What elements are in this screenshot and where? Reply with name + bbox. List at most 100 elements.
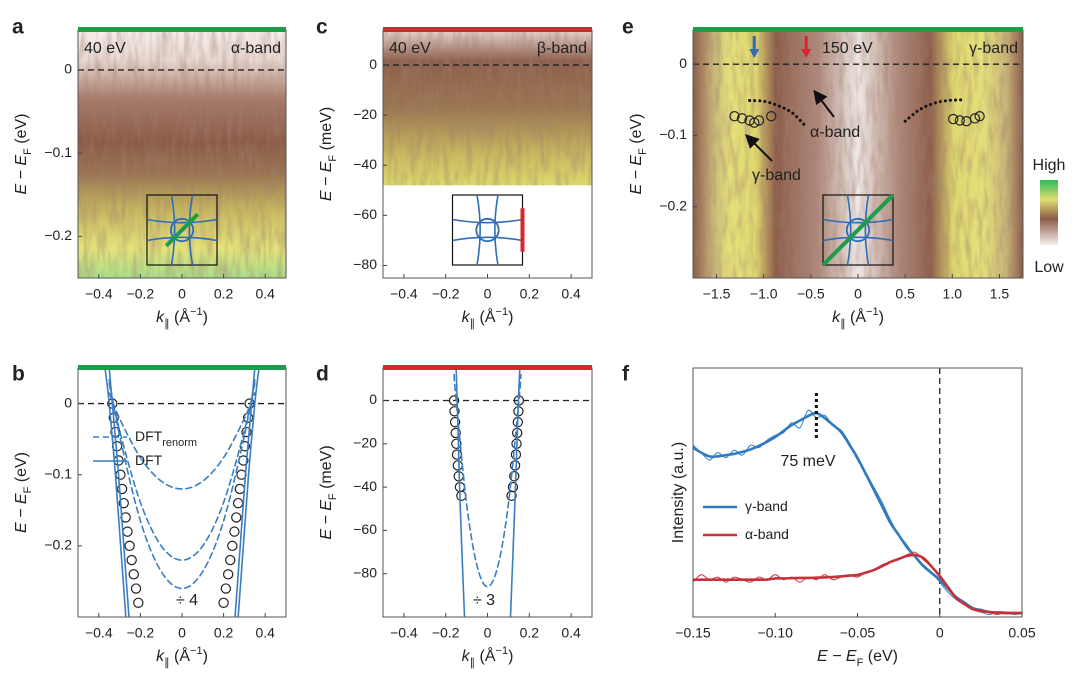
- line: [108, 379, 256, 590]
- annotation: 75 meV: [780, 453, 835, 470]
- annotation: 40 eV: [84, 40, 126, 57]
- data-point: [753, 115, 765, 126]
- panel: c −0.4 −0.2 0 0.2 0.4 0 −20 −40 −60 −80 k∥ (Å−1) E −…: [316, 16, 593, 330]
- annotation: 40 eV: [389, 40, 431, 57]
- panel-letter: e: [622, 16, 634, 39]
- label-part: F: [327, 493, 339, 500]
- legend-label: DFT: [135, 452, 163, 468]
- label-part: E − E: [13, 155, 30, 195]
- panel-letter: c: [316, 16, 328, 39]
- data-point: [232, 497, 244, 509]
- data-point: [218, 597, 229, 608]
- axis-label: E − EF (eV): [628, 114, 649, 195]
- data-point: [506, 490, 517, 501]
- x-tick-label: −0.2: [432, 286, 460, 302]
- panel: f −0.15 −0.10 −0.05 0 0.05 E − EF (eV) Intensit…: [622, 363, 1036, 669]
- label-part: −1: [190, 645, 203, 657]
- label-part: −1: [496, 306, 509, 318]
- x-tick-label: −0.10: [758, 625, 794, 641]
- x-tick-label: −0.4: [390, 625, 418, 641]
- y-tick-label: −0.2: [44, 227, 72, 243]
- label-part: (Å: [170, 307, 191, 326]
- data-point: [456, 490, 467, 501]
- inset-band: [822, 218, 894, 224]
- data-point: [449, 416, 461, 428]
- x-tick-label: 1.5: [990, 286, 1010, 302]
- panel-letter: f: [622, 363, 630, 386]
- y-tick-label: 0: [679, 55, 687, 71]
- label-part: (Å: [475, 646, 496, 665]
- data-point: [130, 583, 142, 594]
- data-point: [954, 115, 966, 126]
- inset-band: [170, 194, 176, 266]
- inset-band: [476, 194, 481, 266]
- inset-fermi-surface: [475, 217, 500, 243]
- data-point: [729, 111, 740, 122]
- x-tick-label: −0.4: [85, 286, 113, 302]
- label-part: k: [832, 309, 841, 326]
- panel: b−0.4 −0.2 0 0.2 0.40−0.1−0.2k∥ (Å−1)E − EF …: [12, 363, 287, 669]
- y-tick-label: −0.1: [44, 144, 72, 160]
- y-tick-label: 0: [64, 394, 72, 410]
- x-tick-label: 0.4: [255, 286, 275, 302]
- label-part: (Å: [846, 307, 867, 326]
- label-part: k: [156, 648, 165, 665]
- x-tick-label: 0.4: [255, 625, 275, 641]
- data-point: [133, 597, 144, 608]
- data-point: [450, 427, 461, 439]
- legend-label: α-band: [745, 526, 789, 542]
- y-tick-label: 0: [369, 56, 377, 72]
- label-part: E − E: [13, 493, 30, 533]
- legend-name-sub: renorm: [162, 437, 197, 449]
- data-point: [974, 111, 985, 122]
- panel: a−0.4 −0.2 0 0.2 0.40−0.1−0.2k∥ (Å−1)E − EF …: [12, 16, 287, 330]
- x-tick-label: 0.4: [561, 286, 581, 302]
- legend-name: DFT: [135, 452, 163, 468]
- line: [104, 368, 260, 617]
- axis-label: k∥ (Å−1): [156, 306, 208, 330]
- label-part: ): [203, 648, 208, 665]
- raw-line: [693, 409, 1022, 616]
- label-part: ∥: [840, 318, 846, 330]
- label-part: ): [508, 309, 513, 326]
- x-tick-label: −0.5: [797, 286, 825, 302]
- label-part: E − E: [628, 155, 645, 195]
- data-point: [749, 117, 760, 128]
- data-point: [234, 483, 246, 495]
- annotation: ÷ 3: [473, 592, 495, 609]
- cut-indicator-bar: [78, 365, 286, 370]
- line: [693, 411, 1022, 615]
- x-tick-label: 0.2: [520, 286, 540, 302]
- label-part: (eV): [13, 114, 30, 149]
- y-tick-label: −40: [353, 156, 377, 172]
- label-part: k: [462, 648, 471, 665]
- data-point: [449, 406, 460, 417]
- y-tick-label: 0: [369, 391, 377, 407]
- inset-frame: [822, 194, 894, 266]
- plot-area: [383, 30, 592, 186]
- axis-label: E − EF (meV): [318, 107, 339, 201]
- inset-cut: [821, 193, 895, 267]
- x-tick-label: 0.5: [895, 286, 915, 302]
- data-point: [736, 113, 748, 124]
- x-tick-label: −0.4: [85, 625, 113, 641]
- cut-indicator-bar: [383, 365, 592, 370]
- line: [693, 553, 1022, 615]
- label-part: (meV): [318, 445, 335, 493]
- inset-band: [846, 194, 852, 266]
- plot-frame: [382, 367, 593, 618]
- inset-band: [146, 218, 218, 224]
- inset-band: [452, 218, 523, 224]
- axis-label: Intensity (a.u.): [670, 442, 687, 543]
- data-point: [220, 583, 232, 594]
- cut-indicator-bar: [383, 27, 592, 32]
- data-point: [969, 113, 981, 124]
- data-point: [766, 111, 777, 122]
- y-tick-label: −20: [353, 434, 377, 450]
- data-point: [118, 497, 129, 509]
- data-point: [126, 554, 137, 566]
- cut-indicator-bar: [78, 27, 286, 32]
- x-tick-label: 1.0: [943, 286, 963, 302]
- axis-label: E − EF (eV): [817, 648, 898, 669]
